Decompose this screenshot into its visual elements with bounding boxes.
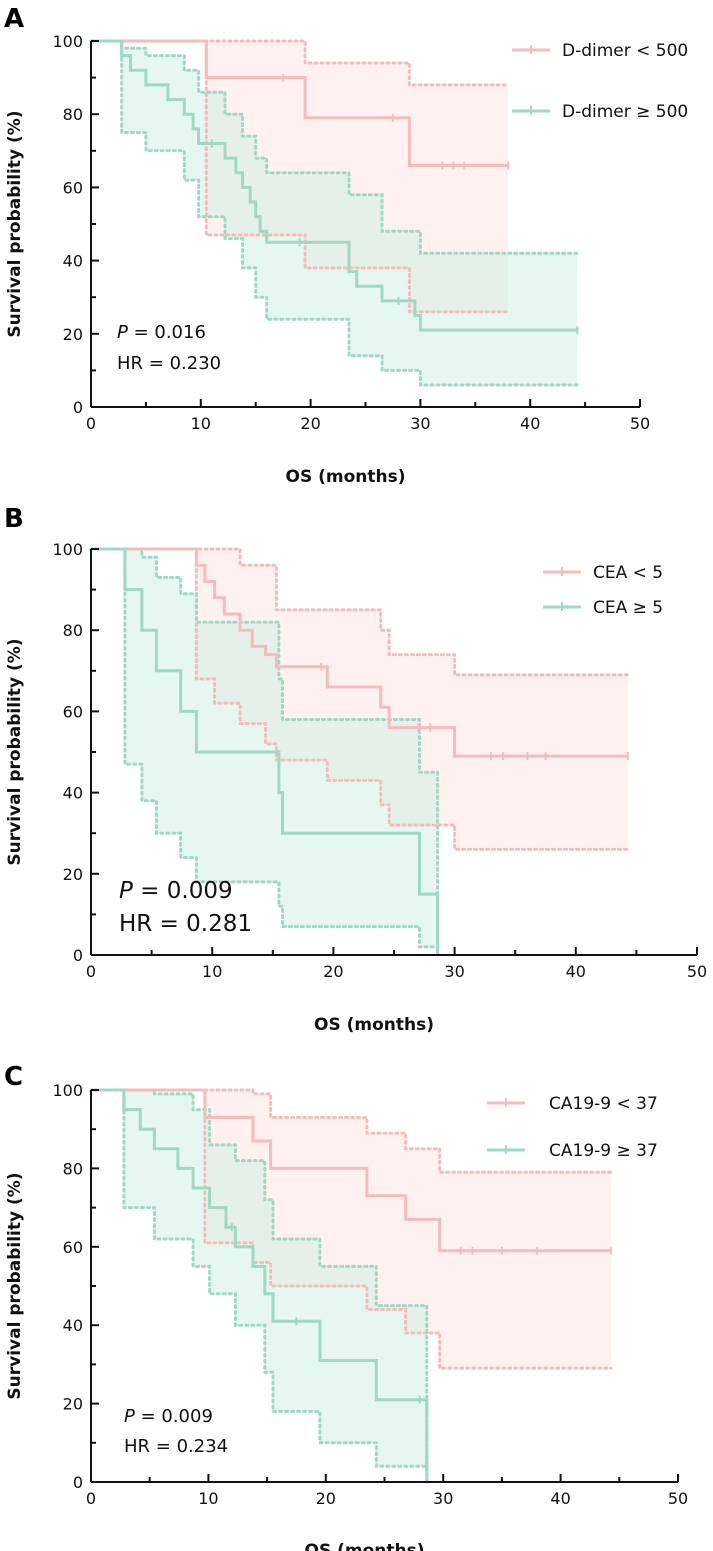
ci-lower-series-2 [89,1088,429,1484]
legend-label: D-dimer ≥ 500 [562,102,688,122]
y-tick-label: 40 [63,252,83,271]
ci-upper-series-2 [89,39,579,255]
y-axis-title: Survival probability (%) [5,638,25,865]
km-line-series-1 [91,547,628,758]
km-line-series-2 [91,547,440,955]
ci-band-series-2 [91,1090,427,1482]
p-value-annotation: P = 0.009 [124,1406,213,1427]
p-value-annotation: P = 0.016 [117,322,206,343]
x-tick-label: 10 [202,962,222,981]
ci-lower-series-1 [89,1088,613,1370]
y-tick-label: 60 [63,702,83,721]
ci-upper-series-1 [89,547,630,677]
x-axis-title: OS (months) [286,467,406,487]
x-tick-label: 50 [630,414,650,433]
x-tick-label: 30 [444,962,464,981]
y-tick-label: 80 [63,105,83,124]
legend-item-series-1: D-dimer < 500 [512,41,688,61]
ci-upper-series-1 [89,1088,613,1174]
km-line-series-1 [91,1088,612,1253]
x-tick-label: 30 [410,414,430,433]
ci-lower-series-1 [89,39,510,314]
y-tick-label: 20 [63,325,83,344]
x-tick-label: 40 [520,414,540,433]
x-tick-label: 20 [316,1489,336,1508]
legend-item-series-2: CEA ≥ 5 [543,598,663,618]
y-tick-label: 80 [63,621,83,640]
ci-lower-series-2 [89,547,440,957]
y-tick-label: 20 [63,1395,83,1414]
legend-label: CEA ≥ 5 [593,598,663,618]
x-tick-label: 0 [86,962,96,981]
x-tick-label: 10 [191,414,211,433]
y-tick-label: 100 [52,540,83,559]
y-tick-label: 0 [73,398,83,417]
chart-panel-a: A 0 10 20 30 40 50 0 20 40 60 80 100 OS (months) Survi… [4,4,688,487]
ci-upper-series-2 [89,547,440,957]
legend-label: D-dimer < 500 [562,41,688,61]
x-tick-label: 30 [433,1489,453,1508]
legend-item-series-1: CA19-9 < 37 [487,1094,658,1114]
panel-letter: C [4,1062,23,1092]
panel-letter: A [4,4,24,34]
y-tick-label: 0 [73,1473,83,1492]
p-value-annotation: P = 0.009 [119,878,233,904]
legend-label: CA19-9 ≥ 37 [549,1141,658,1161]
ci-lower-series-2 [89,39,579,387]
chart-panel-b: B 0 10 20 30 40 50 0 20 40 60 80 100 OS (months) Survi… [4,504,707,1035]
x-axis-title: OS (months) [314,1015,434,1035]
x-tick-label: 20 [300,414,320,433]
x-tick-label: 20 [323,962,343,981]
y-tick-label: 40 [63,784,83,803]
hazard-ratio-annotation: HR = 0.234 [124,1436,228,1457]
y-tick-label: 100 [52,1081,83,1100]
x-tick-label: 10 [198,1489,218,1508]
y-tick-label: 60 [63,178,83,197]
y-axis-title: Survival probability (%) [5,110,25,337]
y-tick-label: 80 [63,1159,83,1178]
x-tick-label: 0 [86,414,96,433]
panel-letter: B [4,504,24,534]
legend-item-series-1: CEA < 5 [543,563,663,583]
x-tick-label: 40 [550,1489,570,1508]
ci-band-series-2 [91,41,578,385]
legend-label: CEA < 5 [593,563,663,583]
chart-panel-c: C 0 10 20 30 40 50 0 20 40 60 80 100 OS (months) Survi… [4,1062,688,1551]
legend-item-series-2: D-dimer ≥ 500 [512,102,688,122]
x-tick-label: 50 [687,962,707,981]
y-tick-label: 100 [52,32,83,51]
y-tick-label: 60 [63,1238,83,1257]
km-line-series-2 [91,1088,429,1482]
legend-item-series-2: CA19-9 ≥ 37 [487,1141,658,1161]
km-line-series-2 [91,39,578,332]
hazard-ratio-annotation: HR = 0.230 [117,353,221,374]
y-tick-label: 20 [63,865,83,884]
y-axis-title: Survival probability (%) [5,1172,25,1399]
x-tick-label: 0 [86,1489,96,1508]
x-axis-title: OS (months) [305,1541,425,1551]
km-line-series-1 [91,39,509,167]
legend-label: CA19-9 < 37 [549,1094,658,1114]
y-tick-label: 0 [73,946,83,965]
hazard-ratio-annotation: HR = 0.281 [119,911,252,937]
ci-upper-series-2 [89,1088,429,1484]
x-tick-label: 50 [668,1489,688,1508]
y-tick-label: 40 [63,1316,83,1335]
ci-lower-series-1 [89,547,630,851]
x-tick-label: 40 [566,962,586,981]
